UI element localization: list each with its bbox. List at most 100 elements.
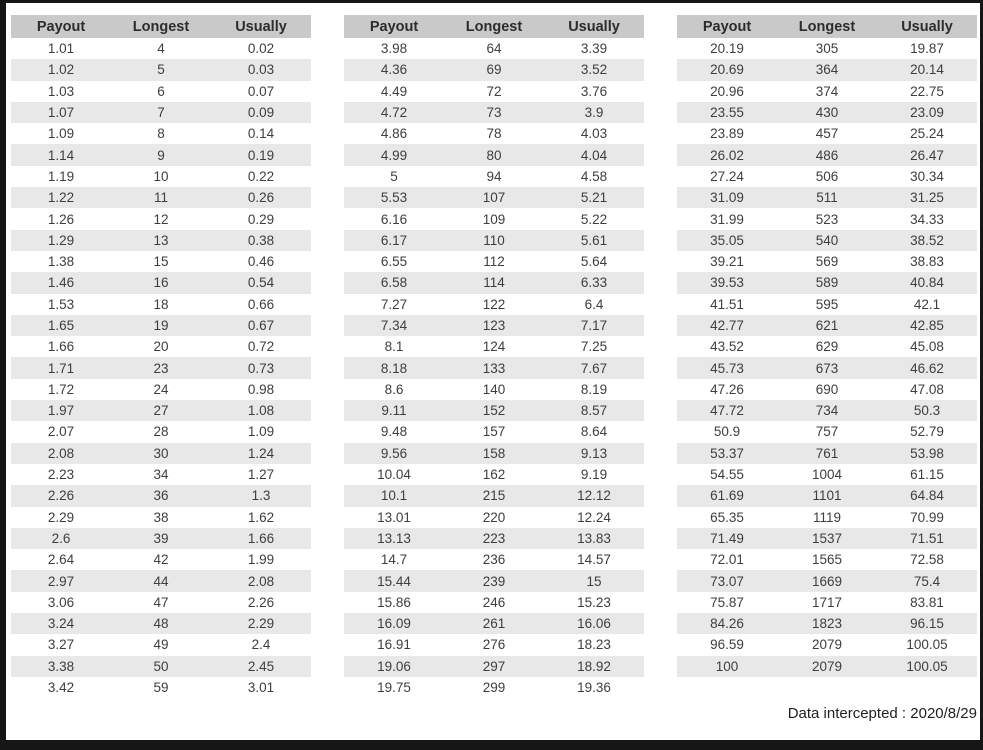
cell-usually: 0.29 xyxy=(247,211,275,227)
cell-longest: 297 xyxy=(482,658,506,674)
table-row: 39.21 569 38.83 xyxy=(677,251,977,272)
cell-longest: 523 xyxy=(815,211,839,227)
cell-payout: 19.75 xyxy=(377,680,411,696)
cell-longest: 107 xyxy=(482,190,506,206)
table-row: 1.72 24 0.98 xyxy=(11,379,311,400)
column-header-longest: Longest xyxy=(111,15,211,38)
cell-longest: 486 xyxy=(815,147,839,163)
cell-payout: 39.53 xyxy=(710,275,744,291)
cell-longest: 110 xyxy=(483,232,505,248)
cell-longest: 589 xyxy=(815,275,839,291)
cell-payout: 2.26 xyxy=(47,488,75,504)
cell-usually: 0.73 xyxy=(247,360,275,376)
cell-payout: 26.02 xyxy=(710,147,744,163)
table-header-row: Payout Longest Usually xyxy=(677,15,977,38)
cell-usually: 13.83 xyxy=(577,530,611,546)
cell-longest: 374 xyxy=(815,83,839,99)
cell-payout: 3.24 xyxy=(47,616,75,632)
cell-longest: 19 xyxy=(153,318,169,333)
cell-longest: 20 xyxy=(153,339,169,355)
cell-payout: 43.52 xyxy=(710,339,744,355)
cell-payout: 53.37 xyxy=(710,445,744,461)
cell-longest: 430 xyxy=(815,105,839,121)
table-row: 45.73 673 46.62 xyxy=(677,357,977,379)
cell-payout: 2.07 xyxy=(47,424,75,440)
cell-longest: 38 xyxy=(153,509,169,525)
table-row: 10.1 215 12.12 xyxy=(344,485,644,507)
cell-usually: 46.62 xyxy=(910,360,944,376)
cell-usually: 4.04 xyxy=(580,147,608,163)
table-row: 1.07 7 0.09 xyxy=(11,101,311,124)
cell-payout: 9.11 xyxy=(381,403,407,419)
cell-usually: 70.99 xyxy=(910,509,944,525)
cell-payout: 1.97 xyxy=(47,403,75,419)
cell-longest: 621 xyxy=(815,318,839,333)
cell-longest: 1717 xyxy=(811,594,843,610)
cell-payout: 31.09 xyxy=(710,190,744,206)
cell-longest: 47 xyxy=(153,594,169,610)
cell-longest: 2079 xyxy=(811,637,843,653)
cell-longest: 1101 xyxy=(812,488,842,504)
cell-usually: 38.83 xyxy=(910,254,944,270)
cell-payout: 15.44 xyxy=(377,573,411,589)
cell-longest: 629 xyxy=(815,339,839,355)
table-row: 20.69 364 20.14 xyxy=(677,59,977,81)
cell-usually: 2.26 xyxy=(247,594,275,610)
cell-payout: 9.48 xyxy=(380,424,408,440)
cell-usually: 0.09 xyxy=(247,105,275,121)
table-row: 7.34 123 7.17 xyxy=(344,314,644,337)
cell-usually: 2.29 xyxy=(247,616,275,632)
cell-usually: 14.57 xyxy=(577,552,611,568)
cell-payout: 3.27 xyxy=(47,637,75,653)
table-row: 1.14 9 0.19 xyxy=(11,144,311,166)
cell-payout: 73.07 xyxy=(710,573,744,589)
cell-longest: 59 xyxy=(153,680,169,696)
cell-payout: 16.91 xyxy=(377,637,411,653)
cell-payout: 1.14 xyxy=(47,147,75,163)
cell-payout: 71.49 xyxy=(710,530,744,546)
cell-payout: 13.01 xyxy=(377,509,411,525)
cell-usually: 52.79 xyxy=(910,424,944,440)
table-row: 2.29 38 1.62 xyxy=(11,507,311,528)
table-row: 23.55 430 23.09 xyxy=(677,101,977,124)
table-row: 9.56 158 9.13 xyxy=(344,442,644,464)
cell-usually: 2.08 xyxy=(247,573,275,589)
cell-usually: 5.21 xyxy=(580,190,608,206)
cell-usually: 7.67 xyxy=(580,360,608,376)
payout-table-left: Payout Longest Usually 1.01 4 0.02 1.02 5 0.03 1.… xyxy=(11,15,311,698)
cell-usually: 9.19 xyxy=(580,467,608,483)
cell-longest: 50 xyxy=(153,658,169,674)
cell-usually: 5.22 xyxy=(580,211,608,227)
cell-longest: 109 xyxy=(482,211,506,227)
cell-longest: 506 xyxy=(815,168,839,184)
cell-usually: 5.61 xyxy=(580,232,608,248)
cell-payout: 7.34 xyxy=(380,318,408,333)
cell-longest: 11 xyxy=(153,190,168,206)
cell-payout: 35.05 xyxy=(710,232,744,248)
cell-usually: 64.84 xyxy=(910,488,944,504)
cell-payout: 42.77 xyxy=(710,318,744,333)
table-row: 6.58 114 6.33 xyxy=(344,272,644,294)
cell-longest: 112 xyxy=(483,254,505,270)
cell-longest: 673 xyxy=(815,360,839,376)
cell-payout: 1.26 xyxy=(47,211,75,227)
table-row: 1.97 27 1.08 xyxy=(11,400,311,422)
cell-payout: 1.71 xyxy=(47,360,75,376)
cell-usually: 5.64 xyxy=(580,254,608,270)
table-row: 26.02 486 26.47 xyxy=(677,144,977,166)
cell-usually: 7.17 xyxy=(580,318,608,333)
cell-usually: 38.52 xyxy=(910,232,944,248)
cell-usually: 3.01 xyxy=(247,680,275,696)
table-row: 39.53 589 40.84 xyxy=(677,272,977,294)
cell-payout: 9.56 xyxy=(380,445,408,461)
cell-usually: 6.33 xyxy=(580,275,608,291)
cell-usually: 9.13 xyxy=(580,445,608,461)
data-intercepted-label: Data intercepted : 2020/8/29 xyxy=(787,705,977,722)
cell-longest: 69 xyxy=(486,62,502,78)
cell-payout: 23.89 xyxy=(710,126,744,142)
table-row: 1.22 11 0.26 xyxy=(11,187,311,209)
cell-longest: 299 xyxy=(482,680,506,696)
cell-longest: 13 xyxy=(153,232,169,248)
cell-longest: 457 xyxy=(815,126,839,142)
cell-longest: 73 xyxy=(486,105,502,121)
